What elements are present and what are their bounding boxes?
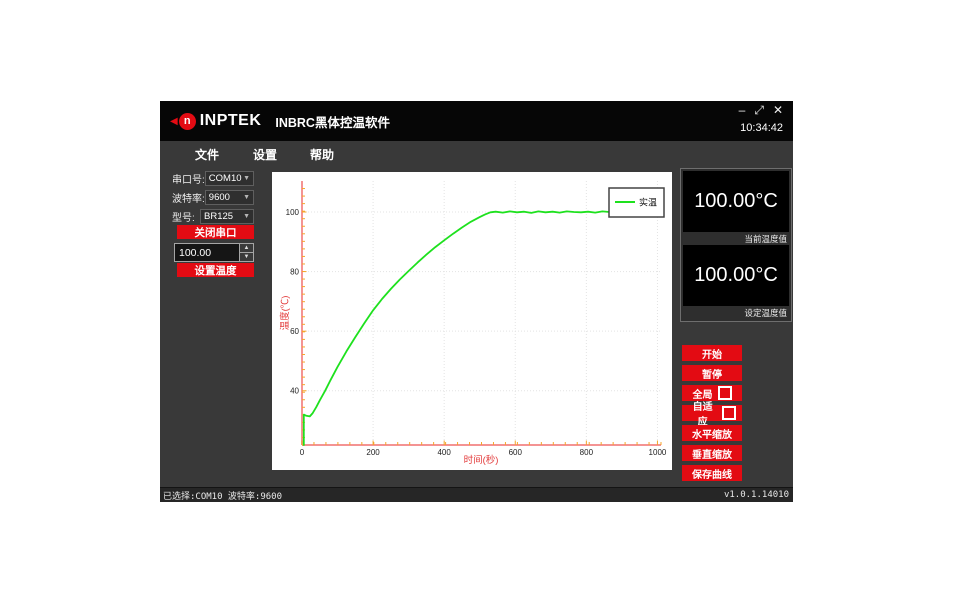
- inptek-logo: ◀ n INPTEK: [170, 112, 261, 130]
- resize-button[interactable]: ⤢: [754, 103, 764, 117]
- model-select[interactable]: BR125 ▼: [200, 209, 254, 224]
- save-curve-label: 保存曲线: [692, 469, 732, 481]
- serial-port-select[interactable]: COM10 ▼: [204, 171, 254, 186]
- temperature-display-panel: 100.00°C 当前温度值 100.00°C 设定温度值: [680, 168, 792, 322]
- svg-text:200: 200: [366, 448, 380, 457]
- chevron-down-icon: ▼: [243, 175, 250, 182]
- chart-tick-labels: 0 200 400 600 800 1000 40 60 80 100: [286, 208, 667, 457]
- close-button[interactable]: ✕: [772, 103, 783, 117]
- title-bar: ◀ n INPTEK INBRC黑体控温软件 – ⤢ ✕ 10:34:42: [160, 101, 793, 141]
- svg-text:400: 400: [437, 448, 451, 457]
- adaptive-button-label: 自适应: [692, 402, 713, 428]
- spin-up-button[interactable]: ▲: [240, 244, 253, 253]
- chart-gridlines: [302, 181, 661, 445]
- svg-text:80: 80: [290, 267, 299, 276]
- serial-port-row: 串口号: COM10 ▼: [172, 171, 254, 186]
- menu-file[interactable]: 文件: [195, 147, 220, 162]
- baud-rate-row: 波特率: 9600 ▼: [172, 190, 254, 205]
- y-axis-title: 温度(℃): [279, 296, 291, 331]
- baud-rate-value: 9600: [208, 192, 230, 203]
- save-curve-button[interactable]: 保存曲线: [682, 465, 742, 481]
- adaptive-checkbox[interactable]: [722, 406, 736, 420]
- status-bar: 已选择:COM10 波特率:9600 v1.0.1.14010: [160, 487, 793, 502]
- version-text: v1.0.1.14010: [723, 490, 789, 500]
- svg-text:800: 800: [580, 448, 594, 457]
- status-selection: 已选择:COM10 波特率:9600: [163, 491, 283, 502]
- start-button[interactable]: 开始: [682, 345, 742, 361]
- global-button[interactable]: 全局: [682, 385, 742, 401]
- chart-axes: [301, 181, 661, 446]
- minimize-button[interactable]: –: [738, 103, 746, 117]
- vertical-zoom-button[interactable]: 垂直缩放: [682, 445, 742, 461]
- temperature-chart: 0 200 400 600 800 1000 40 60 80 100 温度(℃) 时间(秒) 实…: [272, 172, 672, 470]
- app-title: INBRC黑体控温软件: [275, 115, 390, 130]
- clock: 10:34:42: [740, 122, 783, 134]
- svg-text:60: 60: [290, 327, 299, 336]
- baud-rate-label: 波特率:: [172, 194, 205, 205]
- svg-text:1000: 1000: [649, 448, 667, 457]
- menu-bar: 文件 设置 帮助: [160, 141, 793, 167]
- close-serial-button[interactable]: 关闭串口: [177, 225, 254, 239]
- chart-legend: 实温: [608, 187, 665, 218]
- svg-text:100: 100: [286, 208, 300, 217]
- serial-port-value: COM10: [208, 173, 242, 184]
- set-temperature-label: 设定温度值: [683, 306, 789, 319]
- serial-port-label: 串口号:: [172, 175, 205, 186]
- chevron-down-icon: ▼: [243, 194, 250, 201]
- model-value: BR125: [204, 211, 234, 222]
- chevron-down-icon: ▼: [243, 213, 250, 220]
- baud-rate-select[interactable]: 9600 ▼: [204, 190, 254, 205]
- model-row: 型号: BR125 ▼: [172, 209, 254, 224]
- pause-button[interactable]: 暂停: [682, 365, 742, 381]
- adaptive-button[interactable]: 自适应: [682, 402, 742, 428]
- set-temperature-display: 100.00°C: [683, 245, 789, 306]
- set-temperature-button[interactable]: 设置温度: [177, 263, 254, 277]
- menu-settings[interactable]: 设置: [253, 147, 278, 162]
- vertical-zoom-label: 垂直缩放: [692, 449, 732, 461]
- svg-text:40: 40: [290, 387, 299, 396]
- legend-label: 实温: [639, 197, 657, 208]
- horizontal-zoom-button[interactable]: 水平缩放: [682, 425, 742, 441]
- temperature-spinner[interactable]: 100.00 ▲ ▼: [174, 243, 254, 262]
- current-temperature-label: 当前温度值: [683, 232, 789, 245]
- logo-arrow-icon: ◀: [170, 115, 178, 127]
- temperature-curve: [302, 210, 662, 446]
- model-label: 型号:: [172, 213, 195, 224]
- global-checkbox[interactable]: [717, 386, 732, 400]
- logo-circle-icon: n: [178, 112, 196, 130]
- current-temperature-display: 100.00°C: [683, 171, 789, 232]
- chart-ticks: [301, 188, 662, 446]
- brand-name: INPTEK: [199, 112, 262, 129]
- pause-button-label: 暂停: [702, 369, 722, 381]
- app-window: ◀ n INPTEK INBRC黑体控温软件 – ⤢ ✕ 10:34:42 文件…: [160, 101, 793, 502]
- global-button-label: 全局: [692, 389, 713, 401]
- spin-down-button[interactable]: ▼: [240, 253, 253, 261]
- x-axis-title: 时间(秒): [464, 454, 499, 466]
- start-button-label: 开始: [702, 349, 722, 361]
- svg-text:0: 0: [300, 448, 305, 457]
- temperature-input[interactable]: 100.00: [179, 246, 212, 259]
- horizontal-zoom-label: 水平缩放: [692, 429, 732, 441]
- svg-text:600: 600: [509, 448, 523, 457]
- menu-help[interactable]: 帮助: [310, 147, 335, 162]
